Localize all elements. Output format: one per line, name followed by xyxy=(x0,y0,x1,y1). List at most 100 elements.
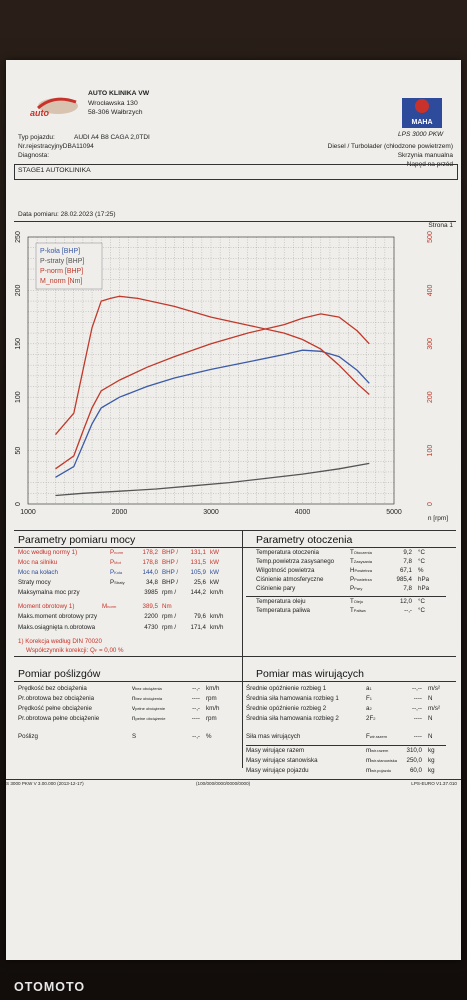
param-value: 178,2 xyxy=(142,549,158,556)
symbol-subscript: Otoczenia xyxy=(353,550,372,555)
param-value: 178,8 xyxy=(142,559,158,566)
dyno-report-sheet: auto AUTO KLINIKA VW Wrocławska 130 58-3… xyxy=(6,60,461,960)
company-city: 58-306 Wałbrzych xyxy=(88,109,143,116)
divider xyxy=(14,530,456,531)
param-value: 25,6 xyxy=(193,579,206,586)
symbol: PPary xyxy=(350,585,363,592)
svg-text:auto: auto xyxy=(30,108,50,118)
symbol: a2 xyxy=(366,705,372,712)
param-unit: km/h xyxy=(210,624,224,631)
torque-unit: Nm xyxy=(162,603,172,610)
slip-unit: km/h xyxy=(206,705,220,712)
symbol: npełne obciążenie xyxy=(132,715,166,722)
symbol-subscript: bez obciążenia xyxy=(135,696,163,701)
legend-box xyxy=(35,242,103,290)
symbol: PStraty xyxy=(110,579,125,586)
y-left-tick-label: 250 xyxy=(15,231,22,243)
registration-value: DBA11094 xyxy=(62,143,94,150)
mass-value: 60,0 xyxy=(409,767,422,774)
param-unit: km/h xyxy=(210,589,224,596)
ambient-unit: °C xyxy=(418,598,425,605)
slip-label: Pr.obrotowa bez obciążenia xyxy=(18,695,95,702)
y-left-tick-label: 150 xyxy=(15,338,22,350)
mass-unit: kg xyxy=(428,757,435,764)
remark-box xyxy=(14,164,458,180)
symbol: mwir.pojazdu xyxy=(366,767,392,774)
mass-unit: N xyxy=(428,715,433,722)
symbol-subscript: 2 xyxy=(369,706,372,711)
param-label: Straty mocy xyxy=(18,579,51,586)
symbol-subscript: wir.razem xyxy=(369,734,387,739)
ambient-unit: hPa xyxy=(418,576,430,583)
mass-label: Masy wirujące pojazdu xyxy=(246,767,309,774)
symbol-subscript: Zasysania xyxy=(353,559,373,564)
company-name: AUTO KLINIKA VW xyxy=(88,90,150,97)
divider xyxy=(14,656,456,657)
torque-label: Moment obrotowy 1) xyxy=(18,603,75,610)
svg-text:MAHA: MAHA xyxy=(412,119,433,126)
mass-value: 250,0 xyxy=(406,757,422,764)
symbol: mwir.razem xyxy=(366,747,389,754)
divider xyxy=(242,656,243,768)
x-tick-label: 4000 xyxy=(295,509,311,516)
symbol: TPaliwa xyxy=(350,607,366,614)
symbol-subscript: Koła xyxy=(114,570,123,575)
symbol: PKoła xyxy=(110,569,123,576)
symbol-subscript: 1 xyxy=(369,686,372,691)
slip-title: Pomiar poślizgów xyxy=(18,668,101,680)
slip-label: Prędkość pełne obciążenie xyxy=(18,705,92,712)
mass-unit: N xyxy=(428,695,433,702)
mass-value: --,-- xyxy=(412,685,422,692)
symbol-subscript: pełne obciążenie xyxy=(135,716,166,721)
symbol: TOleju xyxy=(350,598,364,605)
y-right-tick-label: 100 xyxy=(427,445,434,457)
param-unit: kW xyxy=(210,549,219,556)
symbol: PPowietrza xyxy=(350,576,372,583)
mass-label: Masy wirujące stanowiska xyxy=(246,757,318,764)
slip-value: ---- xyxy=(191,715,200,722)
legend-entry: P-norm [BHP] xyxy=(40,268,83,275)
mass-label: Siła mas wirujących xyxy=(246,733,301,740)
remark: STAGE1 AUTOKLINIKA xyxy=(18,167,91,174)
correction-factor-value: = 0,00 % xyxy=(97,647,124,654)
ambient-value: 12,0 xyxy=(399,598,412,605)
param-unit: rpm / xyxy=(162,613,177,620)
power-params-title: Parametry pomiaru mocy xyxy=(18,534,136,546)
param-unit: rpm / xyxy=(162,624,177,631)
product-name: LPS 3000 PKW xyxy=(398,131,444,138)
ambient-label: Temp.powietrza zasysanego xyxy=(256,558,335,565)
x-tick-label: 5000 xyxy=(386,509,402,516)
slip-unit: rpm xyxy=(206,715,217,722)
mass-label: Średnie opóźnienie rozbieg 2 xyxy=(246,705,327,712)
param-label: Maks.moment obrotowy przy xyxy=(18,613,98,620)
y-right-tick-label: 500 xyxy=(427,231,434,243)
symbol-subscript: wir.stanowiska xyxy=(371,758,397,763)
param-value: 171,4 xyxy=(190,624,206,631)
page-number: Strona 1 xyxy=(428,222,453,229)
slip-value: --,- xyxy=(192,733,200,740)
symbol-subscript: norm xyxy=(107,604,117,609)
divider xyxy=(14,547,456,548)
ambient-label: Temperatura otoczenia xyxy=(256,549,319,556)
param-unit: BHP / xyxy=(162,579,179,586)
legend-entry: P-koła [BHP] xyxy=(40,248,80,255)
symbol: Pnorm xyxy=(110,549,124,556)
param-unit: kW xyxy=(210,559,219,566)
param-unit: kW xyxy=(210,579,219,586)
slip-value: --,- xyxy=(192,705,200,712)
symbol-subscript: 2 xyxy=(373,716,376,721)
slip-unit: rpm xyxy=(206,695,217,702)
series-line xyxy=(55,295,370,436)
otomoto-watermark: OTOMOTO xyxy=(14,980,86,994)
mass-unit: kg xyxy=(428,747,435,754)
param-label: Moc według normy 1) xyxy=(18,549,78,556)
ambient-value: 7,8 xyxy=(403,585,412,592)
company-street: Wrocławska 130 xyxy=(88,100,138,107)
slip-unit: km/h xyxy=(206,685,220,692)
symbol-subscript: Straty xyxy=(114,580,125,585)
symbol: Mnorm xyxy=(102,603,117,610)
ambient-value: 9,2 xyxy=(403,549,412,556)
mass-value: ---- xyxy=(413,695,422,702)
y-right-tick-label: 400 xyxy=(427,284,434,296)
